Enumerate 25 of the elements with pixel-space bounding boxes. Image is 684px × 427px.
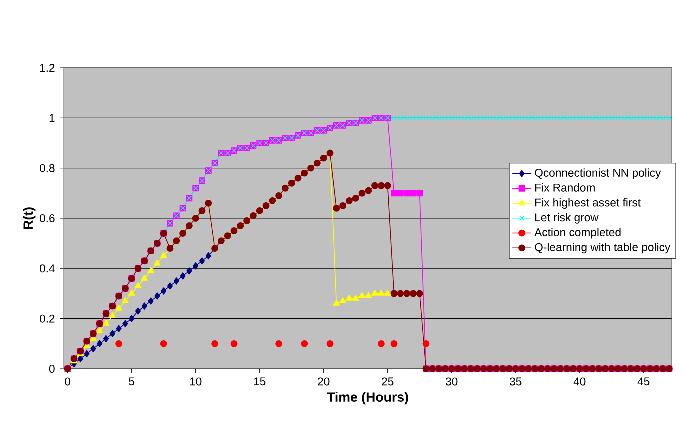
x-tick-label: 0 xyxy=(65,378,71,386)
legend-label: Fix Random xyxy=(536,184,595,192)
x-tick-label: 40 xyxy=(574,378,586,386)
legend-label: Action completed xyxy=(534,228,621,239)
x-axis-title: Time (Hours) xyxy=(327,392,408,405)
legend-label: Fix highest asset first xyxy=(536,198,641,209)
legend-label: Qconnectionist NN policy xyxy=(535,168,662,180)
legend-label: Q-learning with table policy xyxy=(535,243,671,254)
x-tick-label: 45 xyxy=(638,378,650,386)
y-tick-label: 1 xyxy=(50,114,55,122)
y-tick-label: 0 xyxy=(49,364,55,373)
x-tick-label: 20 xyxy=(318,378,330,386)
y-tick-label: 0.2 xyxy=(40,314,55,323)
x-tick-label: 35 xyxy=(510,378,522,386)
legend-label: Let risk grow xyxy=(536,213,599,224)
x-tick-label: 25 xyxy=(382,378,394,386)
y-tick-label: 0.4 xyxy=(40,264,55,273)
x-tick-label: 5 xyxy=(129,378,135,386)
y-tick-label: 1.2 xyxy=(40,64,55,72)
y-tick-label: 0.8 xyxy=(40,164,55,172)
x-tick-label: 15 xyxy=(254,378,266,386)
y-tick-label: 0.6 xyxy=(40,214,55,222)
x-tick-label: 30 xyxy=(446,378,458,386)
x-tick-label: 10 xyxy=(190,378,202,386)
y-axis-title: R(t) xyxy=(23,208,36,230)
